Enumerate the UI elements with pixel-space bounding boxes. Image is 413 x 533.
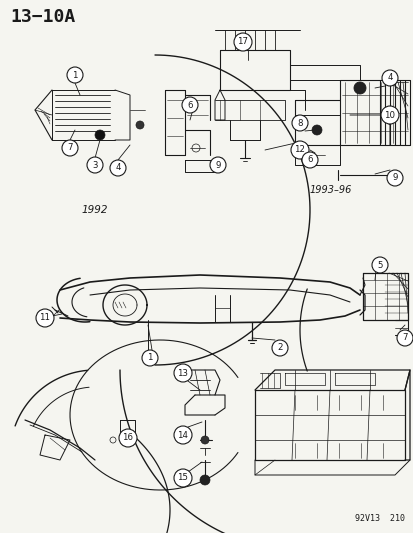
- Circle shape: [291, 115, 307, 131]
- Text: 15: 15: [177, 473, 188, 482]
- Text: 3: 3: [92, 160, 97, 169]
- Text: 9: 9: [215, 160, 220, 169]
- Circle shape: [136, 121, 144, 129]
- Text: 13: 13: [177, 368, 188, 377]
- Text: 7: 7: [401, 334, 407, 343]
- Circle shape: [380, 106, 398, 124]
- Text: 14: 14: [177, 431, 188, 440]
- Text: 4: 4: [115, 164, 121, 173]
- Circle shape: [290, 141, 308, 159]
- Text: 6: 6: [187, 101, 192, 109]
- Circle shape: [87, 157, 103, 173]
- Circle shape: [381, 70, 397, 86]
- Text: 8: 8: [297, 118, 302, 127]
- Circle shape: [173, 426, 192, 444]
- Text: 17: 17: [237, 37, 248, 46]
- Circle shape: [173, 364, 192, 382]
- Circle shape: [142, 350, 158, 366]
- Circle shape: [386, 170, 402, 186]
- Circle shape: [110, 160, 126, 176]
- Text: 12: 12: [294, 146, 305, 155]
- Circle shape: [371, 257, 387, 273]
- Circle shape: [209, 157, 225, 173]
- Text: 11: 11: [39, 313, 50, 322]
- Circle shape: [67, 67, 83, 83]
- Text: 2: 2: [277, 343, 282, 352]
- Circle shape: [201, 436, 209, 444]
- Circle shape: [36, 309, 54, 327]
- Text: 92V13  210: 92V13 210: [354, 514, 404, 523]
- Text: 6: 6: [306, 156, 312, 165]
- Circle shape: [182, 97, 197, 113]
- Text: 1: 1: [147, 353, 152, 362]
- Circle shape: [311, 125, 321, 135]
- Text: 1993–96: 1993–96: [309, 185, 351, 195]
- Circle shape: [199, 475, 209, 485]
- Text: 16: 16: [122, 433, 133, 442]
- Text: 1992: 1992: [81, 205, 108, 215]
- Circle shape: [396, 330, 412, 346]
- Circle shape: [173, 469, 192, 487]
- Text: 9: 9: [392, 174, 397, 182]
- Circle shape: [119, 429, 137, 447]
- Circle shape: [62, 140, 78, 156]
- Circle shape: [301, 152, 317, 168]
- Text: 13−10A: 13−10A: [10, 8, 75, 26]
- Text: 5: 5: [376, 261, 382, 270]
- Circle shape: [233, 33, 252, 51]
- Text: 7: 7: [67, 143, 73, 152]
- Circle shape: [353, 82, 365, 94]
- Circle shape: [271, 340, 287, 356]
- Text: 10: 10: [384, 110, 394, 119]
- Text: 4: 4: [386, 74, 392, 83]
- Text: 1: 1: [72, 70, 78, 79]
- Circle shape: [95, 130, 105, 140]
